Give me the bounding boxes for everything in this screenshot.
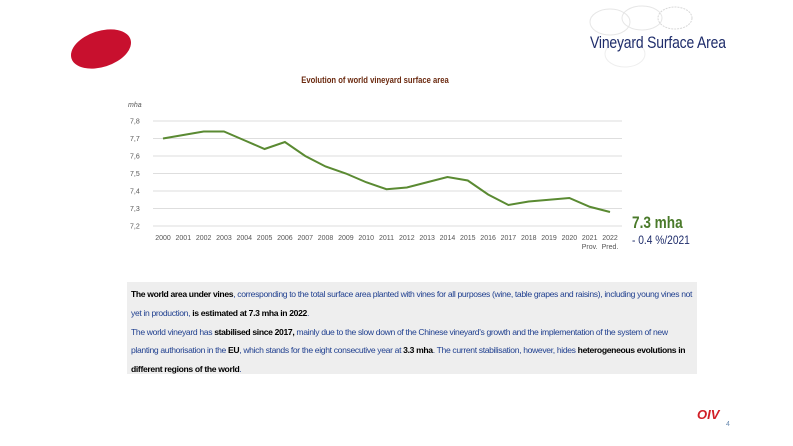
x-tick-label: 2013 bbox=[419, 235, 435, 242]
x-tick-label: 2005 bbox=[257, 235, 273, 242]
x-tick-sublabel: Prov. bbox=[582, 244, 598, 251]
x-tick-label: 2022 bbox=[602, 235, 618, 242]
text-bold: stabilised since 2017, bbox=[214, 326, 295, 337]
text: . bbox=[239, 364, 242, 375]
x-tick-label: 2003 bbox=[216, 235, 232, 242]
text: . bbox=[306, 307, 310, 318]
x-tick-label: 2010 bbox=[358, 235, 374, 242]
oiv-logo: OIV bbox=[697, 407, 720, 422]
text-bold: 3.3 mha bbox=[403, 345, 433, 356]
x-tick-label: 2012 bbox=[399, 235, 415, 242]
y-tick-label: 7,3 bbox=[130, 206, 140, 213]
y-tick-label: 7,8 bbox=[130, 119, 140, 126]
x-tick-label: 2001 bbox=[176, 235, 192, 242]
y-tick-label: 7,7 bbox=[130, 136, 140, 143]
text: The world vineyard has bbox=[131, 326, 215, 337]
line-chart: mha 7,2 7,3 7,4 7,5 7,6 7,7 7,8 2000 2001 2002 2003… bbox=[128, 102, 622, 251]
highlight-value: 7.3 mha bbox=[632, 213, 683, 232]
y-tick-label: 7,5 bbox=[130, 171, 140, 178]
x-tick-label: 2000 bbox=[155, 235, 171, 242]
page-title: Vineyard Surface Area bbox=[590, 33, 726, 52]
decorative-grape-logo bbox=[589, 5, 693, 68]
x-tick-label: 2011 bbox=[379, 235, 394, 242]
x-tick-label: 2006 bbox=[277, 235, 293, 242]
text: mainly due to the slow down of the Chine… bbox=[131, 326, 668, 356]
text-bold: heterogeneous evolutions in different re… bbox=[131, 345, 686, 375]
x-tick-label: 2021 bbox=[582, 235, 598, 242]
x-tick-label: 2007 bbox=[297, 235, 313, 242]
x-tick-label: 2016 bbox=[480, 235, 496, 242]
y-tick-label: 7,2 bbox=[130, 224, 140, 231]
y-tick-label: 7,6 bbox=[130, 154, 140, 161]
text: , corresponding to the total surface are… bbox=[131, 289, 693, 318]
page-number: 4 bbox=[726, 421, 730, 428]
x-tick-label: 2015 bbox=[460, 235, 476, 242]
x-tick-sublabel: Pred. bbox=[602, 244, 619, 251]
summary-text-box: The world area under vines, correspondin… bbox=[127, 282, 697, 374]
text: . The current stabilisation, however, hi… bbox=[432, 345, 578, 356]
x-tick-label: 2014 bbox=[440, 235, 456, 242]
series-line bbox=[162, 130, 611, 213]
x-tick-label: 2004 bbox=[236, 235, 252, 242]
x-tick-label: 2009 bbox=[338, 235, 354, 242]
highlight-change: - 0.4 %/2021 bbox=[632, 233, 690, 247]
x-tick-label: 2017 bbox=[501, 235, 517, 242]
x-tick-label: 2019 bbox=[541, 235, 557, 242]
x-tick-label: 2018 bbox=[521, 235, 537, 242]
text-bold: The world area under vines bbox=[131, 289, 234, 299]
x-tick-label: 2008 bbox=[318, 235, 334, 242]
text: , which stands for the eight consecutive… bbox=[239, 345, 404, 356]
text-bold: EU bbox=[228, 345, 240, 356]
chart-title: Evolution of world vineyard surface area bbox=[301, 75, 449, 85]
y-tick-label: 7,4 bbox=[130, 189, 140, 196]
y-axis-unit: mha bbox=[128, 102, 142, 109]
text-bold: is estimated at 7.3 mha in 2022 bbox=[192, 307, 307, 318]
x-tick-label: 2020 bbox=[562, 235, 578, 242]
x-tick-label: 2002 bbox=[196, 235, 212, 242]
